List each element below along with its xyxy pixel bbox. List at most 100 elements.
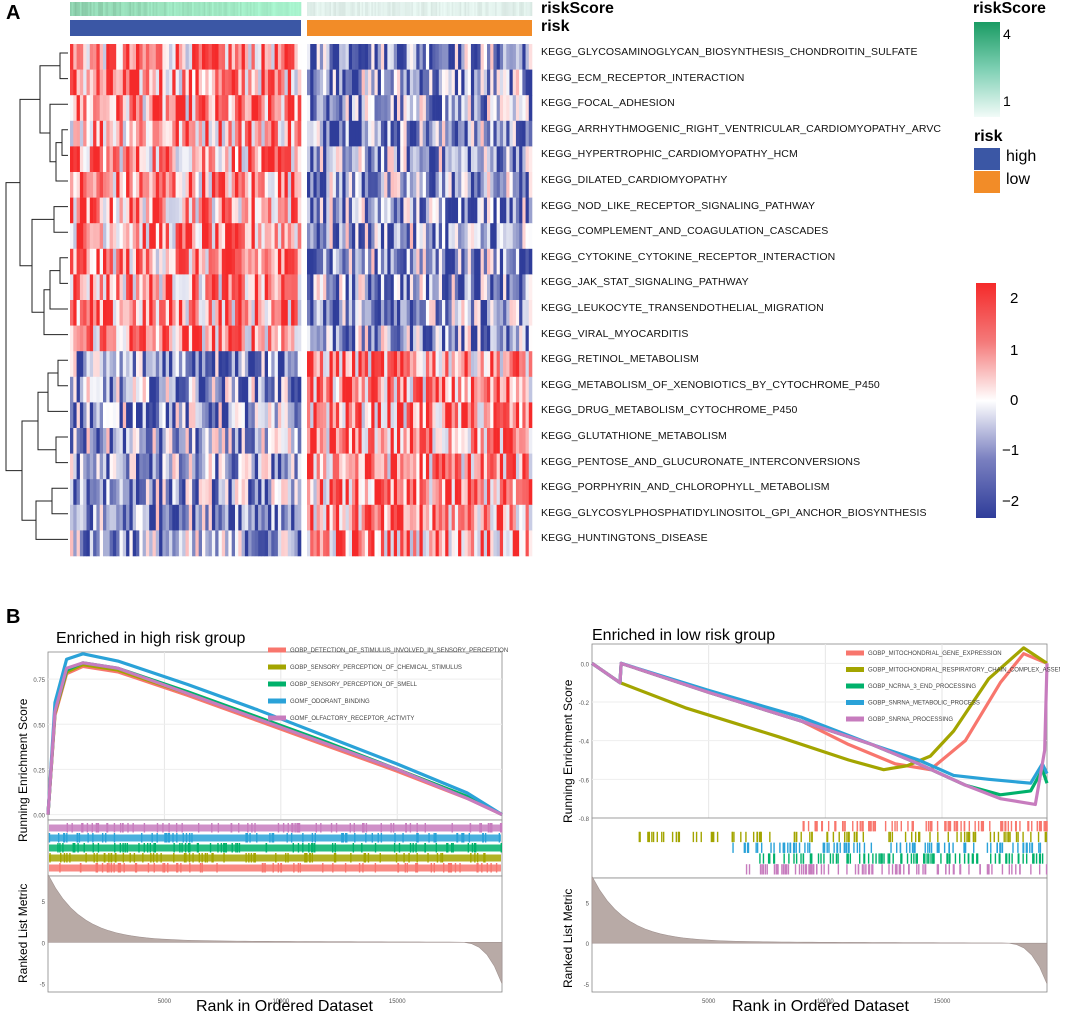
heatmap-cell [76,146,81,173]
hit-mark [1038,842,1040,853]
heatmap-cell [409,402,414,429]
heatmap-cell [205,146,209,173]
heatmap-cell [425,402,430,429]
heatmap-cell [248,325,252,352]
heatmap-cell [294,146,298,173]
heatmap-cell [339,325,343,352]
heatmap-cell [287,69,292,96]
heatmap-cell [332,44,337,70]
heatmap-cell [231,223,236,250]
heatmap-cell [509,223,514,250]
heatmap-cell [70,44,74,70]
heatmap-cell [348,248,353,275]
heatmap-cell [503,325,507,352]
heatmap-cell [323,197,327,224]
heatmap-cell [264,504,269,531]
heatmap-cell [461,44,465,70]
heatmap-cell [448,44,452,70]
hit-mark [743,842,746,853]
heatmap-cell [335,300,340,326]
heatmap-cell [470,428,475,454]
heatmap-cell [178,504,183,531]
heatmap-cell [258,172,262,198]
heatmap-cell [358,402,362,429]
heatmap-cell [313,120,317,147]
heatmap-cell [339,402,343,429]
heatmap-cell [132,44,137,70]
heatmap-cell [238,479,242,506]
hit-mark [1041,853,1044,864]
heatmap-cell [248,402,252,429]
heatmap-cell [515,197,520,224]
heatmap-cell [377,530,382,557]
heatmap-cell [182,479,186,506]
heatmap-cell [454,274,459,301]
heatmap-cell [218,69,223,96]
heatmap-cell [228,274,232,301]
heatmap-cell [228,428,232,454]
heatmap-cell [76,172,81,198]
heatmap-cell [132,197,137,224]
riskscore-cell [218,2,221,16]
heatmap-cell [342,300,346,326]
heatmap-cell [264,120,269,147]
hit-mark [872,821,874,832]
riskscore-cell [233,2,236,16]
heatmap-cell [458,376,462,403]
riskscore-cell [424,2,427,16]
heatmap-cell [73,69,77,96]
heatmap-cell [332,376,337,403]
hit-mark [904,831,907,843]
heatmap-cell [416,120,420,147]
heatmap-cell [287,223,292,250]
heatmap-cell [175,504,180,531]
heatmap-cell [310,300,314,326]
hit-mark [795,842,797,853]
riskscore-cell [350,2,353,16]
heatmap-cell [182,504,186,531]
heatmap-cell [374,504,379,531]
heatmap-cell [467,402,472,429]
heatmap-cell [175,274,180,301]
heatmap-cell [287,146,292,173]
heatmap-cell [192,402,196,429]
heatmap-cell [307,44,311,70]
heatmap-cell [93,300,97,326]
heatmap-cell [169,351,173,378]
heatmap-cell [474,120,478,147]
heatmap-cell [477,197,481,224]
heatmap-cell [522,428,526,454]
riskscore-cell [411,2,414,16]
heatmap-cell [393,376,398,403]
hit-mark [924,853,926,864]
heatmap-cell [464,69,469,96]
heatmap-cell [235,69,239,96]
heatmap-cell [487,69,491,96]
heatmap-cell [519,69,523,96]
heatmap-cell [106,530,110,557]
heatmap-cell [525,453,530,480]
heatmap-cell [86,274,91,301]
heatmap-cell [387,479,391,506]
heatmap-cell [297,44,302,70]
heatmap-cell [126,223,130,250]
heatmap-cell [377,223,382,250]
heatmap-cell [483,300,488,326]
heatmap-cell [445,146,449,173]
heatmap-cell [519,376,523,403]
heatmap-cell [442,274,446,301]
heatmap-cell [435,300,440,326]
heatmap-cell [188,428,193,454]
heatmap-cell [185,69,190,96]
heatmap-cell [129,376,133,403]
heatmap-cell [438,351,443,378]
heatmap-cell [528,402,533,429]
riskscore-cell [451,2,454,16]
heatmap-cell [175,223,180,250]
heatmap-cell [470,223,475,250]
heatmap-cell [522,402,526,429]
heatmap-cell [445,402,449,429]
heatmap-cell [323,376,327,403]
heatmap-cell [342,223,346,250]
heatmap-cell [413,95,417,122]
